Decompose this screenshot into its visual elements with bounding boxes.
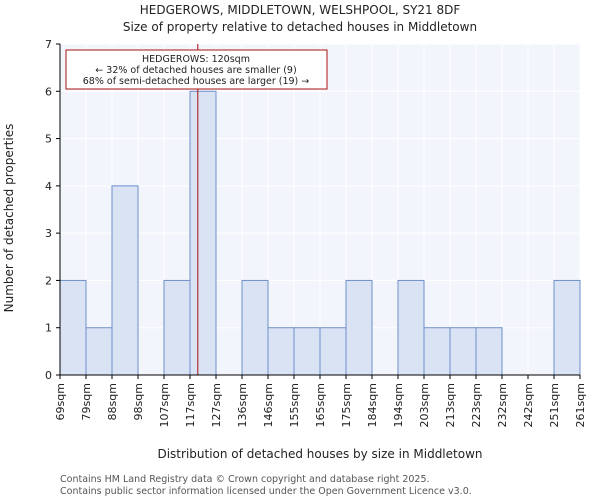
x-tick-label-17: 232sqm: [496, 383, 509, 427]
x-tick-label-14: 203sqm: [418, 383, 431, 427]
x-tick-label-10: 165sqm: [314, 383, 327, 427]
x-tick-label-3: 98sqm: [132, 383, 145, 420]
y-tick-label-1: 1: [45, 322, 52, 335]
x-tick-label-1: 79sqm: [80, 383, 93, 420]
bar-7: [241, 279, 269, 376]
bar-1: [85, 327, 113, 376]
x-tick-label-19: 251sqm: [548, 383, 561, 427]
bar-8: [267, 327, 295, 376]
bar-13: [397, 279, 425, 376]
x-tick-label-0: 69sqm: [54, 383, 67, 420]
y-axis-label: Number of detached properties: [2, 124, 16, 313]
bar-15: [449, 327, 477, 376]
annotation-line-3: 68% of semi-detached houses are larger (…: [83, 76, 310, 87]
x-tick-label-4: 107sqm: [158, 383, 171, 427]
x-tick-label-6: 127sqm: [210, 383, 223, 427]
bar-14: [423, 327, 451, 376]
annotation-line-1: HEDGEROWS: 120sqm: [142, 54, 250, 65]
x-tick-label-13: 194sqm: [392, 383, 405, 427]
bar-0: [59, 279, 87, 376]
y-tick-label-0: 0: [45, 369, 52, 382]
chart-subtitle: Size of property relative to detached ho…: [123, 20, 477, 34]
bar-9: [293, 327, 321, 376]
axes: 0 1 2 3 4 5 6 7 69sqm 79sqm 88sqm 98sqm 107sqm 117sqm…: [45, 38, 587, 427]
bars: [59, 90, 581, 376]
bar-11: [345, 279, 373, 376]
x-tick-label-20: 261sqm: [574, 383, 587, 427]
y-tick-label-3: 3: [45, 227, 52, 240]
x-tick-label-16: 223sqm: [470, 383, 483, 427]
x-tick-label-15: 213sqm: [444, 383, 457, 427]
y-tick-label-7: 7: [45, 38, 52, 51]
annotation-box: HEDGEROWS: 120sqm ← 32% of detached hous…: [65, 49, 328, 90]
annotation-line-2: ← 32% of detached houses are smaller (9): [95, 65, 296, 76]
bar-4: [163, 279, 191, 376]
x-axis-label: Distribution of detached houses by size …: [157, 447, 482, 461]
x-tick-label-5: 117sqm: [184, 383, 197, 427]
x-tick-label-12: 184sqm: [366, 383, 379, 427]
x-tick-label-11: 175sqm: [340, 383, 353, 427]
y-tick-label-5: 5: [45, 133, 52, 146]
chart-title: HEDGEROWS, MIDDLETOWN, WELSHPOOL, SY21 8…: [140, 3, 461, 17]
bar-5: [189, 90, 217, 376]
y-tick-label-2: 2: [45, 274, 52, 287]
x-tick-label-8: 146sqm: [262, 383, 275, 427]
bar-2: [111, 185, 139, 376]
x-tick-label-9: 155sqm: [288, 383, 301, 427]
x-tick-label-2: 88sqm: [106, 383, 119, 420]
footer-line-2: Contains public sector information licen…: [60, 486, 472, 497]
footer-line-1: Contains HM Land Registry data © Crown c…: [60, 474, 430, 485]
y-tick-label-6: 6: [45, 85, 52, 98]
bar-10: [319, 327, 347, 376]
y-tick-label-4: 4: [45, 180, 52, 193]
x-tick-label-7: 136sqm: [236, 383, 249, 427]
bar-19: [553, 279, 581, 376]
x-tick-label-18: 242sqm: [522, 383, 535, 427]
bar-16: [475, 327, 503, 376]
